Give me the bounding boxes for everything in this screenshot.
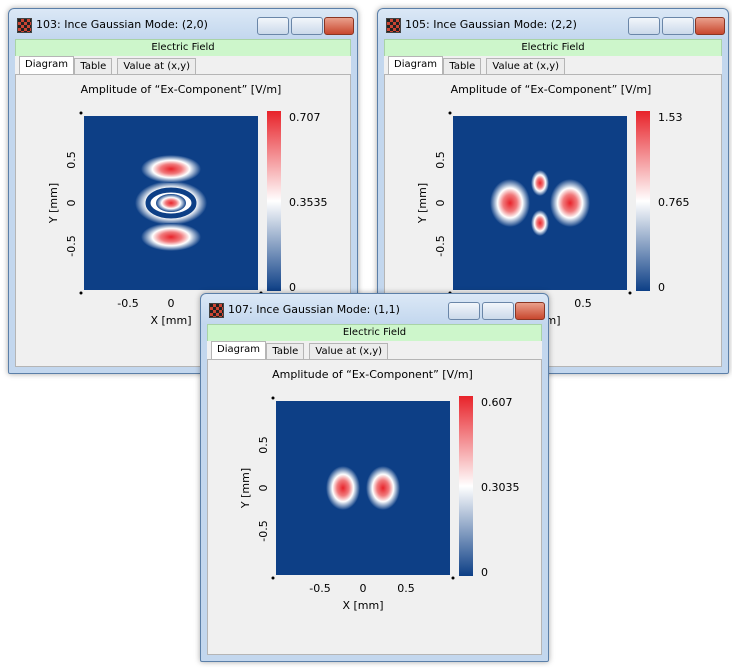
- x-axis-label: X [mm]: [150, 314, 191, 327]
- tab[interactable]: Diagram: [388, 56, 443, 74]
- colorbar: [459, 396, 473, 576]
- window-title: 105: Ince Gaussian Mode: (2,2): [405, 18, 577, 31]
- heatmap: [453, 116, 627, 290]
- close-button[interactable]: [695, 17, 725, 35]
- tab[interactable]: Table: [443, 58, 482, 74]
- x-tick-label: 0: [360, 582, 367, 595]
- y-tick-label: 0: [65, 200, 78, 207]
- axis-corner: [448, 111, 452, 115]
- y-tick-label: -0.5: [65, 235, 78, 256]
- colorbar-tick-label: 0: [481, 566, 488, 579]
- axis-corner: [79, 291, 83, 295]
- y-tick-label: -0.5: [434, 235, 447, 256]
- minimize-button[interactable]: [448, 302, 480, 320]
- axis-corner: [271, 396, 275, 400]
- x-tick-label: -0.5: [117, 297, 138, 310]
- heatmap-lobe: [156, 194, 186, 212]
- y-axis-label: Y [mm]: [239, 468, 252, 509]
- tab[interactable]: Value at (x,y): [309, 343, 389, 359]
- x-tick-label: -0.5: [309, 582, 330, 595]
- y-axis-label: Y [mm]: [47, 183, 60, 224]
- heatmap-lobe: [531, 170, 549, 196]
- x-tick-label: 0: [168, 297, 175, 310]
- heatmap-lobe: [550, 179, 590, 227]
- x-axis-label: X [mm]: [342, 599, 383, 612]
- maximize-button[interactable]: [662, 17, 694, 35]
- colorbar-tick-label: 0: [289, 281, 296, 294]
- diagram: Amplitude of “Ex-Component” [V/m] 0.707 0.…: [47, 83, 328, 327]
- axis-corner: [79, 111, 83, 115]
- heatmap: [276, 401, 450, 575]
- maximize-button[interactable]: [291, 17, 323, 35]
- colorbar: [636, 111, 650, 291]
- window-icon: [17, 18, 32, 33]
- axis-corner: [451, 576, 455, 580]
- window-title: 107: Ince Gaussian Mode: (1,1): [228, 303, 400, 316]
- heatmap-lobe: [490, 179, 530, 227]
- colorbar-tick-label: 0.765: [658, 196, 690, 209]
- window-icon: [209, 303, 224, 318]
- y-tick-label: 0: [257, 485, 270, 492]
- diagram: Amplitude of “Ex-Component” [V/m] 1.53 0.7…: [416, 83, 690, 327]
- window-icon: [386, 18, 401, 33]
- heatmap-lobe: [326, 466, 360, 510]
- tab[interactable]: Table: [266, 343, 305, 359]
- heatmap-lobe: [366, 466, 400, 510]
- y-axis-label: Y [mm]: [416, 183, 429, 224]
- heatmap-lobe: [141, 155, 201, 183]
- close-button[interactable]: [515, 302, 545, 320]
- y-tick-label: 0: [434, 200, 447, 207]
- colorbar: [267, 111, 281, 291]
- minimize-button[interactable]: [257, 17, 289, 35]
- tab-bar: Diagram Table Value at (x,y): [207, 341, 542, 359]
- x-tick-label: 0.5: [397, 582, 415, 595]
- diagram: Amplitude of “Ex-Component” [V/m] 0.607 0.…: [239, 368, 520, 612]
- heatmap-lobe: [531, 210, 549, 236]
- tab[interactable]: Value at (x,y): [486, 58, 566, 74]
- axis-corner: [271, 576, 275, 580]
- colorbar-tick-label: 1.53: [658, 111, 683, 124]
- colorbar-tick-label: 0.3535: [289, 196, 328, 209]
- y-tick-label: -0.5: [257, 520, 270, 541]
- y-tick-label: 0.5: [65, 151, 78, 169]
- heatmap-node: [145, 187, 197, 219]
- tab-bar: Diagram Table Value at (x,y): [384, 56, 722, 74]
- window: 107: Ince Gaussian Mode: (1,1) Electric F…: [200, 293, 549, 662]
- tab[interactable]: Table: [74, 58, 113, 74]
- plot-title: Amplitude of “Ex-Component” [V/m]: [81, 83, 282, 96]
- minimize-button[interactable]: [628, 17, 660, 35]
- y-tick-label: 0.5: [434, 151, 447, 169]
- colorbar-tick-label: 0.3035: [481, 481, 520, 494]
- window-title: 103: Ince Gaussian Mode: (2,0): [36, 18, 208, 31]
- window: 103: Ince Gaussian Mode: (2,0) Electric F…: [8, 8, 358, 374]
- colorbar-tick-label: 0: [658, 281, 665, 294]
- tab-bar: Diagram Table Value at (x,y): [15, 56, 351, 74]
- close-button[interactable]: [324, 17, 354, 35]
- maximize-button[interactable]: [482, 302, 514, 320]
- colorbar-tick-label: 0.607: [481, 396, 513, 409]
- axis-corner: [628, 291, 632, 295]
- y-tick-label: 0.5: [257, 436, 270, 454]
- tab[interactable]: Diagram: [19, 56, 74, 74]
- plot-title: Amplitude of “Ex-Component” [V/m]: [272, 368, 473, 381]
- tab[interactable]: Diagram: [211, 341, 266, 359]
- colorbar-tick-label: 0.707: [289, 111, 321, 124]
- plot-title: Amplitude of “Ex-Component” [V/m]: [451, 83, 652, 96]
- heatmap-lobe: [141, 223, 201, 251]
- tab[interactable]: Value at (x,y): [117, 58, 197, 74]
- x-tick-label: 0.5: [574, 297, 592, 310]
